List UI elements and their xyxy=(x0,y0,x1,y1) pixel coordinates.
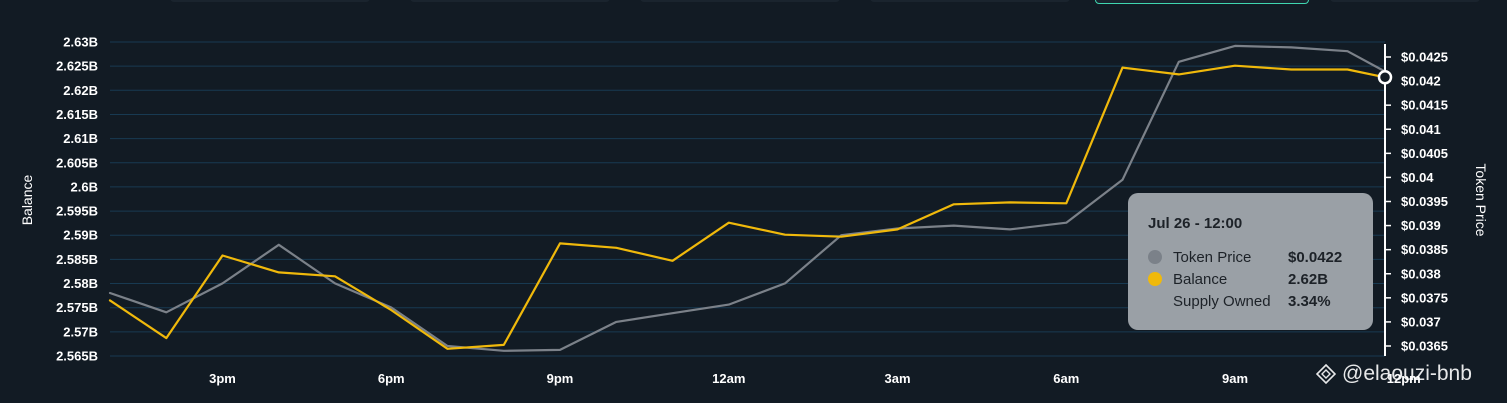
watermark: @elaouzi-bnb xyxy=(1316,362,1472,386)
x-tick-label: 3am xyxy=(884,371,910,386)
y-tick-label: 2.58B xyxy=(63,276,98,291)
y-tick-label: 2.595B xyxy=(56,204,98,219)
tooltip-row-price: Token Price $0.0422 xyxy=(1148,246,1353,268)
hover-point[interactable] xyxy=(1377,70,1393,85)
y2-tick-label: $0.0375 xyxy=(1401,290,1448,305)
left-axis-ticks: 2.63B 2.625B 2.62B 2.615B 2.61B 2.605B 2.6B 2.5… xyxy=(56,35,98,364)
watermark-text: @elaouzi-bnb xyxy=(1342,362,1472,385)
top-tab-3 xyxy=(640,0,840,2)
y-tick-label: 2.62B xyxy=(63,83,98,98)
y2-tick-label: $0.038 xyxy=(1401,266,1441,281)
tooltip-label: Supply Owned xyxy=(1173,292,1271,310)
tooltip-value: $0.0422 xyxy=(1288,248,1343,266)
tooltip-title: Jul 26 - 12:00 xyxy=(1148,215,1243,232)
series-layer xyxy=(108,44,1387,352)
top-tab-2 xyxy=(410,0,610,2)
tooltip-row-balance: Balance 2.62B xyxy=(1148,268,1353,290)
x-axis-ticks: 3pm 6pm 9pm 12am 3am 6am 9am 12pm xyxy=(209,371,1421,386)
y2-tick-label: $0.039 xyxy=(1401,218,1441,233)
balance-line xyxy=(108,64,1387,350)
balance-legend-dot xyxy=(1148,272,1162,286)
y2-tick-label: $0.0415 xyxy=(1401,98,1448,113)
x-tick-label: 9am xyxy=(1222,371,1248,386)
y-axis-title: Balance xyxy=(19,174,35,225)
y2-tick-label: $0.0425 xyxy=(1401,50,1448,65)
x-tick-label: 12pm xyxy=(1387,371,1421,386)
y-tick-label: 2.585B xyxy=(56,252,98,267)
top-tab-4 xyxy=(870,0,1070,2)
tooltip-value: 2.62B xyxy=(1288,270,1329,288)
y2-axis-title: Token Price xyxy=(1473,163,1489,236)
x-tick-label: 12am xyxy=(712,371,745,386)
supply-spacer xyxy=(1148,294,1162,308)
price-legend-dot xyxy=(1148,250,1162,264)
top-tab-1 xyxy=(170,0,370,2)
y-tick-label: 2.6B xyxy=(71,179,98,194)
tooltip-label: Balance xyxy=(1173,270,1228,288)
x-tick-label: 3pm xyxy=(209,371,236,386)
top-tab-6 xyxy=(1330,0,1480,2)
y-tick-label: 2.63B xyxy=(63,35,98,50)
token-price-line xyxy=(108,44,1387,352)
y2-tick-label: $0.037 xyxy=(1401,314,1441,329)
y2-tick-label: $0.0385 xyxy=(1401,242,1448,257)
x-tick-label: 6am xyxy=(1053,371,1079,386)
tooltip-label: Token Price xyxy=(1173,248,1252,266)
y2-tick-label: $0.041 xyxy=(1401,122,1441,137)
y-tick-label: 2.625B xyxy=(56,59,98,74)
x-tick-label: 6pm xyxy=(378,371,405,386)
y-tick-label: 2.61B xyxy=(63,131,98,146)
y2-tick-label: $0.0365 xyxy=(1401,339,1448,354)
y-tick-label: 2.565B xyxy=(56,349,98,364)
x-tick-label: 9pm xyxy=(547,371,574,386)
tooltip-value: 3.34% xyxy=(1288,292,1331,310)
y2-tick-label: $0.0405 xyxy=(1401,146,1448,161)
y-tick-label: 2.59B xyxy=(63,228,98,243)
y-tick-label: 2.57B xyxy=(63,324,98,339)
y-tick-label: 2.615B xyxy=(56,107,98,122)
y2-tick-label: $0.042 xyxy=(1401,74,1441,89)
y2-tick-label: $0.04 xyxy=(1401,170,1434,185)
chart-tooltip: Jul 26 - 12:00 Token Price $0.0422 Balan… xyxy=(1128,193,1373,330)
y-tick-label: 2.605B xyxy=(56,155,98,170)
y-tick-label: 2.575B xyxy=(56,300,98,315)
right-axis-ticks: $0.0425 $0.042 $0.0415 $0.041 $0.0405 $0.04 $0… xyxy=(1385,50,1448,354)
binance-diamond-icon xyxy=(1316,364,1336,384)
tooltip-row-supply: Supply Owned 3.34% xyxy=(1148,290,1353,312)
y2-tick-label: $0.0395 xyxy=(1401,194,1448,209)
